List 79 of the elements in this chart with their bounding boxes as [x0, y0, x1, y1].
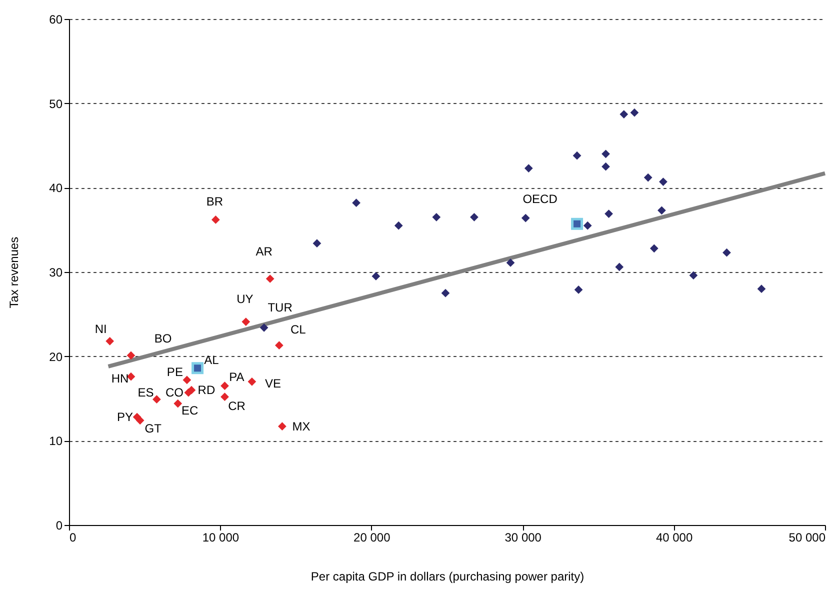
point — [432, 213, 441, 222]
point — [248, 377, 256, 386]
annotation: OECD — [522, 192, 558, 206]
point — [274, 341, 284, 350]
annotation: BO — [154, 331, 172, 346]
point — [211, 216, 220, 224]
annotation: PE — [166, 364, 183, 379]
y-tick-label: 50 — [49, 96, 63, 111]
x-tick-label: 10 000 — [202, 530, 240, 544]
y-tick-label: 30 — [49, 266, 63, 280]
point — [182, 376, 192, 384]
point — [572, 151, 582, 160]
point — [192, 362, 204, 374]
point — [126, 351, 136, 360]
point — [659, 178, 668, 186]
annotation: EC — [182, 404, 199, 418]
point — [604, 210, 613, 218]
point — [312, 239, 322, 248]
annotation: PA — [229, 370, 244, 384]
x-tick-label: 0 — [70, 530, 76, 544]
point — [644, 173, 652, 182]
y-tick-label: 60 — [49, 12, 63, 26]
annotation: NI — [94, 322, 107, 336]
annotation: CR — [228, 398, 246, 413]
point — [689, 271, 698, 280]
point — [630, 108, 639, 117]
point — [106, 336, 114, 346]
annotation: CL — [290, 322, 306, 336]
annotation: AR — [256, 244, 273, 259]
point — [602, 150, 610, 158]
x-axis-title: Per capita GDP in dollars (purchasing power parity) — [310, 570, 584, 584]
annotation: CO — [165, 386, 184, 400]
point — [722, 248, 731, 257]
point — [394, 221, 403, 230]
x-tick-label: 40 000 — [656, 530, 693, 544]
x-tick-label: 20 000 — [354, 530, 391, 544]
point — [574, 286, 583, 294]
annotation: VE — [264, 376, 281, 391]
point — [352, 198, 360, 208]
point — [650, 244, 658, 253]
point — [620, 110, 628, 118]
annotation: AL — [204, 353, 220, 368]
point — [441, 288, 450, 298]
y-tick-label: 40 — [49, 181, 63, 196]
annotation: RD — [198, 383, 216, 398]
point — [136, 416, 144, 425]
point — [152, 395, 161, 404]
point — [658, 206, 666, 215]
point — [524, 164, 533, 172]
annotation: BR — [206, 194, 224, 209]
point — [266, 274, 274, 283]
x-tick-label: 30 000 — [504, 530, 542, 544]
y-axis-title: Tax revenues — [7, 236, 22, 308]
point — [278, 422, 286, 431]
x-tick-label: 50 000 — [788, 530, 826, 544]
annotation: GT — [144, 421, 162, 436]
point — [220, 382, 229, 390]
point — [757, 284, 766, 294]
point — [220, 392, 229, 401]
y-tick-label: 10 — [49, 434, 63, 448]
annotation: TUR — [268, 300, 293, 315]
point — [242, 318, 250, 326]
annotation: UY — [236, 292, 254, 306]
y-tick-label: 20 — [49, 350, 63, 364]
point — [174, 399, 182, 408]
point — [602, 162, 610, 171]
point — [521, 214, 530, 222]
annotation: ES — [138, 385, 154, 400]
annotation: HN — [111, 372, 129, 386]
point — [506, 258, 515, 267]
point — [615, 262, 624, 272]
annotation: PY — [117, 410, 134, 424]
point — [260, 323, 268, 332]
y-tick-label: 0 — [56, 518, 63, 532]
annotation: MX — [292, 419, 310, 434]
point — [571, 218, 584, 230]
point — [372, 272, 380, 280]
point — [583, 221, 592, 230]
point — [470, 213, 478, 222]
